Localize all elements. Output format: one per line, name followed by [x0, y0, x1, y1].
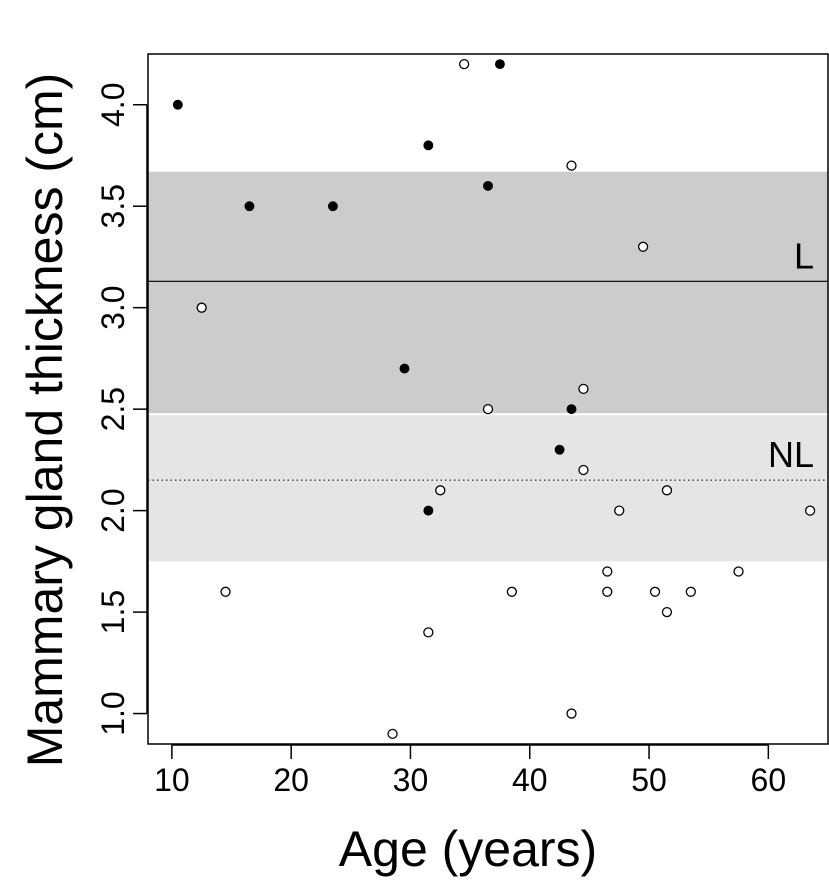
point-open [602, 586, 613, 597]
y-tick-label: 3.5 [95, 184, 131, 228]
point-open [566, 160, 577, 171]
point-filled [483, 180, 493, 191]
point-filled [423, 505, 434, 516]
point-open [733, 566, 744, 577]
point-open [804, 505, 816, 516]
point-open [578, 464, 589, 476]
point-open [506, 586, 518, 597]
y-tick-label: 3.0 [95, 285, 131, 329]
y-tick-label: 1.0 [95, 691, 131, 735]
y-tick-label: 2.0 [95, 488, 131, 532]
point-open [196, 302, 207, 313]
y-tick-label: 2.5 [95, 387, 131, 431]
point-open [220, 586, 231, 597]
point-filled [494, 59, 505, 70]
point-open [578, 383, 589, 395]
x-tick-label: 20 [273, 762, 309, 798]
x-tick-label: 30 [393, 762, 429, 798]
point-filled [566, 404, 577, 415]
y-axis-title: Mammary gland thickness (cm) [17, 73, 73, 768]
y-tick-label: 4.0 [95, 82, 131, 126]
band-l [148, 171, 828, 414]
x-tick-label: 10 [154, 762, 190, 798]
point-open [649, 586, 661, 597]
point-open [661, 485, 673, 496]
bands-layer: L NL [148, 171, 828, 562]
plot-frame [147, 53, 829, 745]
point-open [614, 505, 625, 516]
x-tick-label: 60 [751, 762, 787, 798]
band-l-label: L [794, 235, 814, 276]
band-nl [148, 415, 828, 562]
point-open [387, 728, 398, 740]
point-filled [423, 140, 434, 151]
x-tick-label: 40 [512, 762, 548, 798]
point-filled [554, 444, 565, 455]
point-filled [244, 201, 255, 212]
point-open [661, 606, 673, 618]
point-open [637, 241, 649, 252]
x-tick-label: 50 [631, 762, 667, 798]
x-axis: 10 20 30 40 50 60 [154, 744, 787, 798]
point-open [423, 627, 434, 638]
point-open [566, 708, 577, 719]
point-open [482, 403, 494, 415]
point-filled [172, 99, 183, 110]
point-open [685, 586, 696, 597]
points-layer [172, 58, 816, 740]
y-tick-label: 1.5 [95, 590, 131, 634]
x-axis-title: Age (years) [339, 821, 597, 877]
band-nl-label: NL [768, 434, 814, 475]
y-axis: 1.0 1.5 2.0 2.5 3.0 3.5 4.0 [95, 82, 148, 736]
point-open [435, 485, 446, 496]
point-filled [327, 201, 338, 212]
point-filled [399, 363, 410, 374]
point-open [458, 58, 470, 70]
point-open [602, 566, 613, 577]
